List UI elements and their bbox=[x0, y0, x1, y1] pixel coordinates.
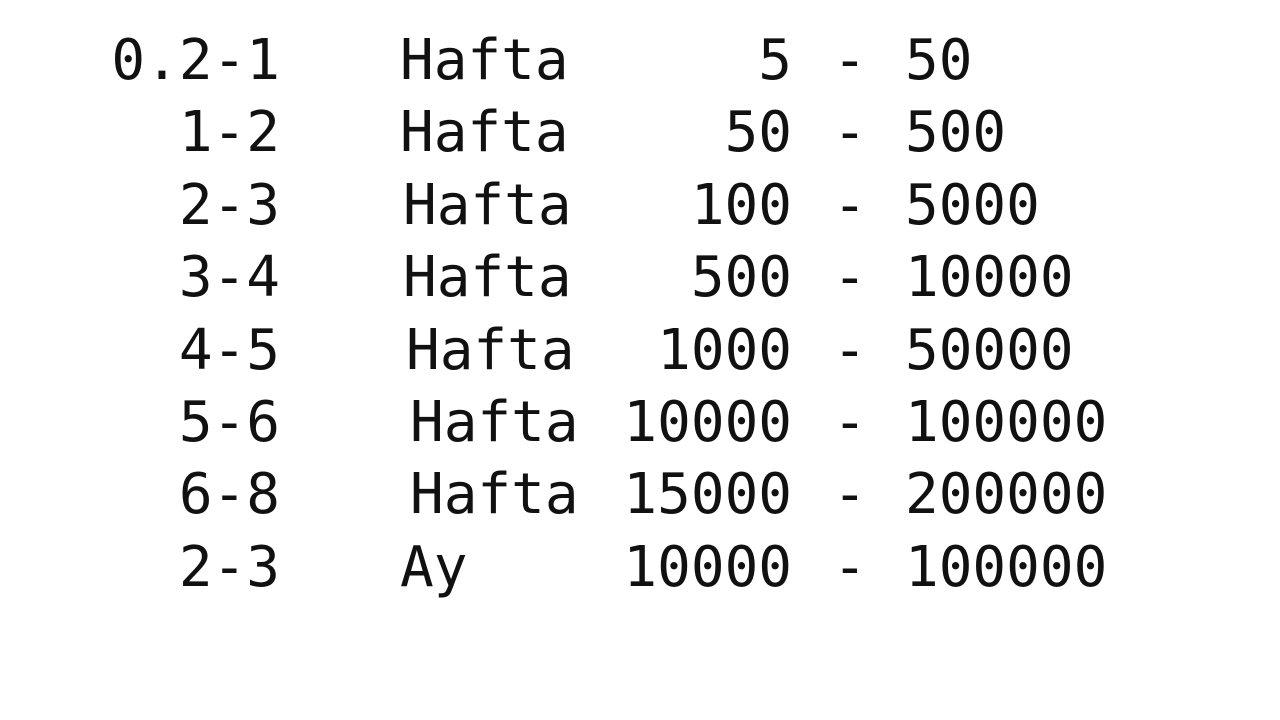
range-dash: - bbox=[833, 534, 867, 600]
table-row: 2-3 Hafta 100-5000 bbox=[0, 170, 1280, 242]
low-value-cell: 10000 bbox=[623, 390, 792, 455]
high-value-cell: 50 bbox=[905, 28, 973, 93]
table-row: 3-4 Hafta 500-10000 bbox=[0, 242, 1280, 314]
range-dash: - bbox=[833, 28, 867, 93]
table-row: 5-6 Hafta 10000-100000 bbox=[0, 387, 1280, 459]
low-value-cell: 100 bbox=[690, 172, 792, 238]
period-cell: 1-2 bbox=[178, 100, 280, 166]
low-value-cell: 500 bbox=[690, 245, 792, 311]
period-cell: 6-8 bbox=[178, 462, 280, 528]
high-value-cell: 100000 bbox=[905, 534, 1108, 600]
low-value-cell: 5 bbox=[758, 28, 792, 93]
table-row: 2-3 Ay 10000-100000 bbox=[0, 532, 1280, 604]
low-value-cell: 10000 bbox=[623, 534, 792, 600]
range-dash: - bbox=[833, 245, 867, 311]
period-cell: 3-4 bbox=[178, 245, 280, 311]
period-cell: 0.2-1 bbox=[111, 28, 280, 93]
low-value-cell: 15000 bbox=[623, 462, 792, 528]
high-value-cell: 100000 bbox=[905, 390, 1108, 455]
unit-cell: Hafta bbox=[400, 100, 569, 166]
high-value-cell: 50000 bbox=[905, 317, 1074, 383]
range-dash: - bbox=[833, 462, 867, 528]
unit-cell: Hafta bbox=[403, 245, 572, 311]
period-cell: 2-3 bbox=[178, 534, 280, 600]
range-dash: - bbox=[833, 172, 867, 238]
period-cell: 5-6 bbox=[178, 390, 280, 455]
high-value-cell: 10000 bbox=[905, 245, 1074, 311]
unit-cell: Hafta bbox=[400, 28, 569, 93]
table-row: 6-8 Hafta 15000-200000 bbox=[0, 459, 1280, 531]
unit-cell: Hafta bbox=[406, 317, 575, 383]
table-row: 1-2 Hafta 50-500 bbox=[0, 97, 1280, 169]
range-dash: - bbox=[833, 100, 867, 166]
high-value-cell: 5000 bbox=[905, 172, 1040, 238]
unit-cell: Hafta bbox=[410, 462, 579, 528]
table-row: 4-5 Hafta 1000-50000 bbox=[0, 315, 1280, 387]
unit-cell: Hafta bbox=[403, 172, 572, 238]
low-value-cell: 50 bbox=[724, 100, 792, 166]
period-cell: 2-3 bbox=[178, 172, 280, 238]
unit-cell: Ay bbox=[400, 534, 468, 600]
unit-cell: Hafta bbox=[410, 390, 579, 455]
range-dash: - bbox=[833, 317, 867, 383]
range-dash: - bbox=[833, 390, 867, 455]
high-value-cell: 500 bbox=[905, 100, 1007, 166]
high-value-cell: 200000 bbox=[905, 462, 1108, 528]
table-row: 0.2-1 Hafta 5-50 bbox=[0, 25, 1280, 97]
low-value-cell: 1000 bbox=[657, 317, 792, 383]
period-cell: 4-5 bbox=[178, 317, 280, 383]
